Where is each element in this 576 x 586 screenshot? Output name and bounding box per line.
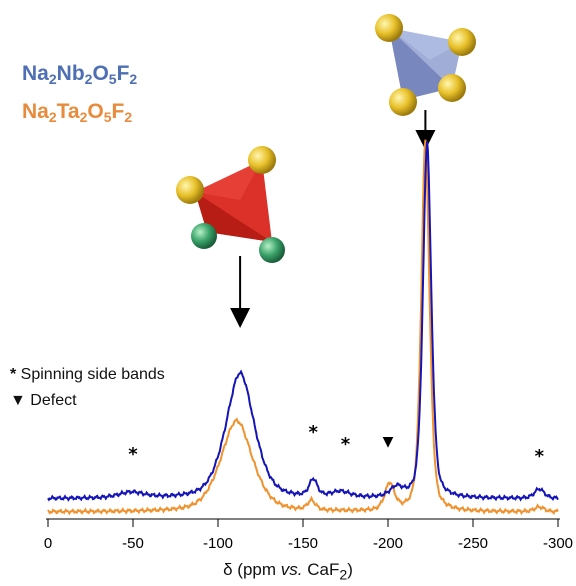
legend-nb2o5f2: Na2Nb2O5F2 — [22, 62, 138, 87]
note-symbol-asterisk: * — [10, 366, 17, 383]
x-axis-title-open: (ppm — [237, 560, 281, 579]
x-axis-title-vs: vs. — [280, 560, 303, 579]
x-axis-title: δ (ppm vs. CaF2) — [0, 560, 576, 583]
x-tick-label: -200 — [373, 535, 403, 552]
x-axis-title-delta: δ — [223, 560, 233, 579]
x-axis-ticks: 0 -50 -100 -150 -200 -250 -300 — [44, 519, 573, 552]
note-text-defect: Defect — [25, 392, 77, 409]
annotation-markers: * * * ▼ * — [128, 422, 544, 467]
x-axis-title-close: ) — [347, 560, 353, 579]
x-tick-label: -150 — [288, 535, 318, 552]
spinning-side-band-marker: * — [308, 422, 318, 443]
note-defect: ▼ Defect — [10, 392, 77, 410]
x-axis-title-caf: CaF — [302, 560, 340, 579]
red-polyhedron-icon — [176, 146, 285, 263]
x-axis-title-sub: 2 — [339, 567, 348, 584]
spinning-side-band-marker: * — [535, 446, 545, 467]
blue-polyhedron-icon — [375, 14, 476, 116]
x-tick-label: -250 — [458, 535, 488, 552]
note-spinning-side-bands: * Spinning side bands — [10, 366, 165, 384]
x-tick-label: -300 — [543, 535, 573, 552]
x-tick-label: -50 — [122, 535, 144, 552]
note-text-ssb: Spinning side bands — [16, 366, 165, 383]
defect-marker: ▼ — [383, 434, 394, 450]
x-tick-label: -100 — [203, 535, 233, 552]
series-line-ta — [47, 139, 559, 516]
spinning-side-band-marker: * — [128, 444, 138, 465]
legend-ta2o5f2: Na2Ta2O5F2 — [22, 100, 133, 125]
x-tick-label: 0 — [44, 535, 52, 552]
spinning-side-band-marker: * — [341, 434, 351, 455]
note-symbol-triangle: ▼ — [10, 392, 26, 409]
series-line-nb — [47, 141, 559, 502]
